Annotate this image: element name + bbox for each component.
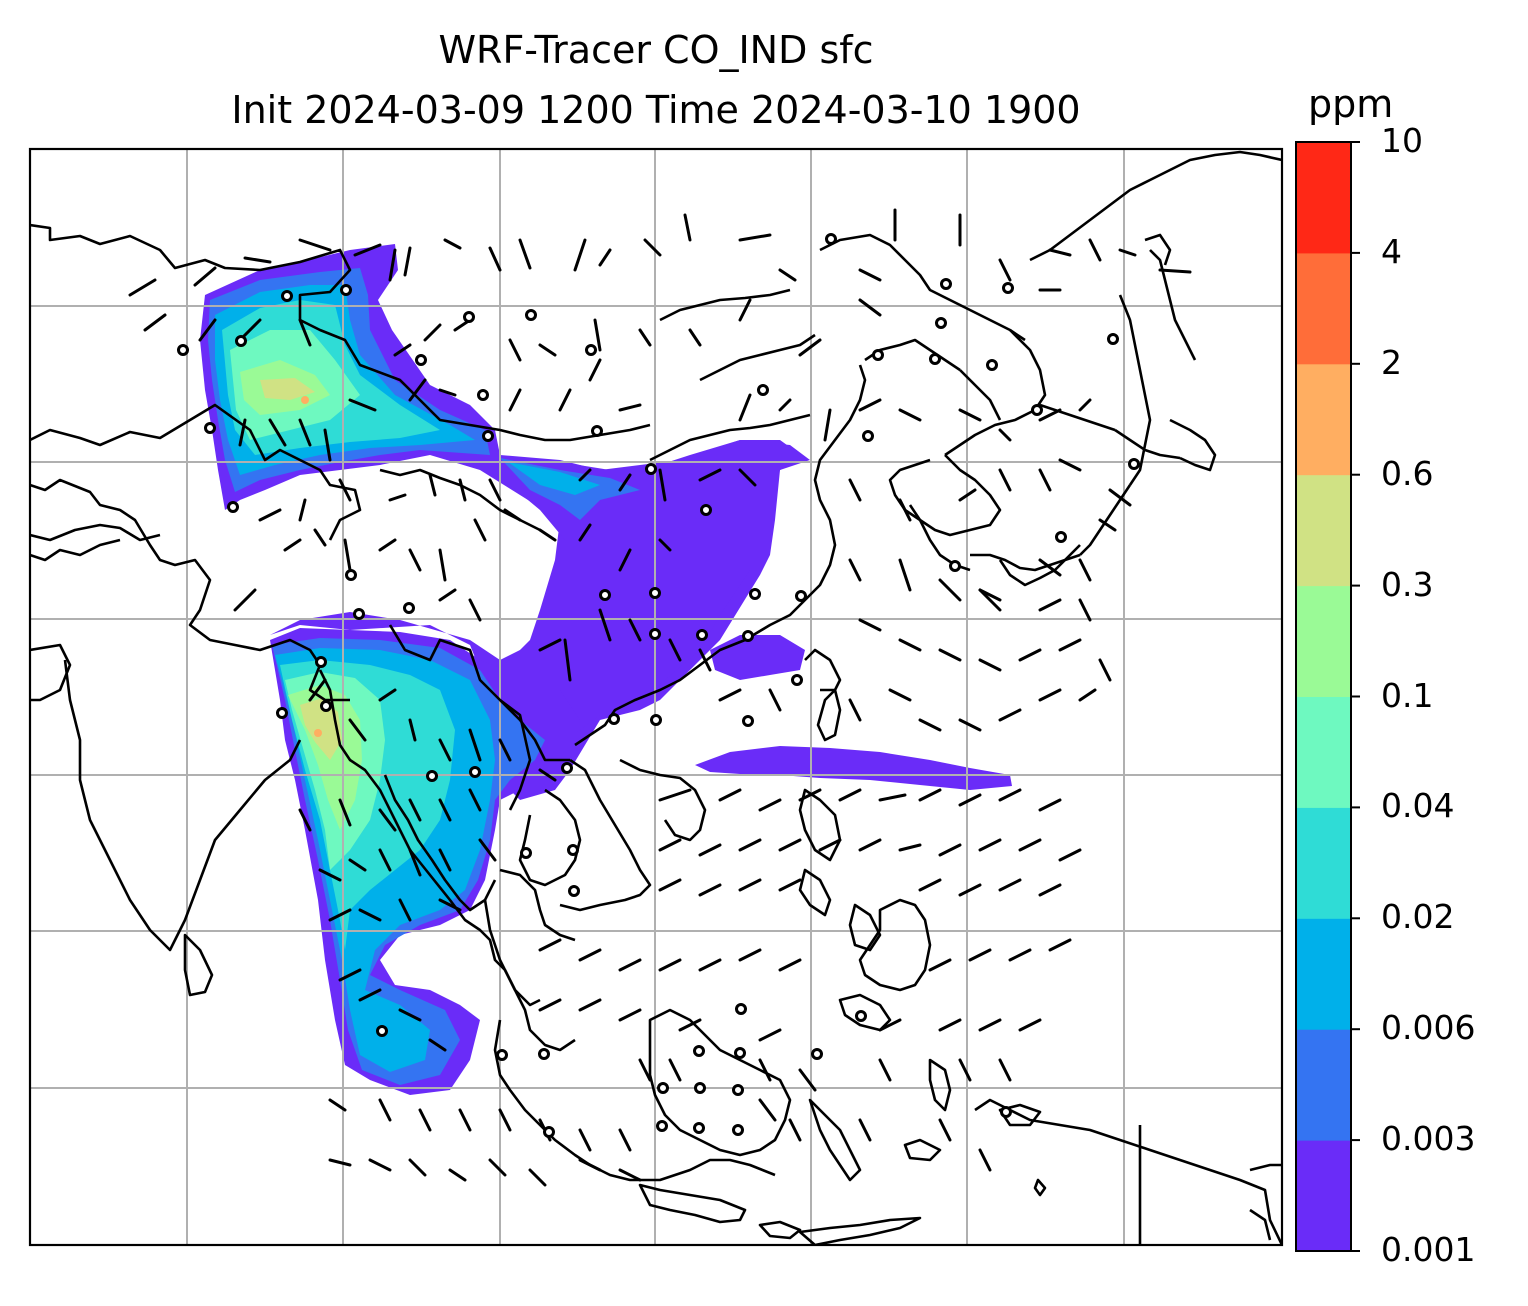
colorbar xyxy=(1295,141,1360,1252)
colorbar-tick-label: 2 xyxy=(1381,342,1402,382)
colorbar-tick-label: 0.6 xyxy=(1381,453,1434,493)
map-frame xyxy=(28,147,1284,1247)
colorbar-segment xyxy=(1296,474,1351,587)
tracer-zone-0006 xyxy=(508,462,600,495)
colorbar-unit: ppm xyxy=(1308,82,1394,126)
tracer-hotspot xyxy=(314,729,322,737)
tracer-hotspot xyxy=(301,396,309,404)
map-panel xyxy=(30,149,1282,1245)
tracer-zone-03 xyxy=(260,378,315,400)
colorbar-tick-label: 0.3 xyxy=(1381,564,1434,604)
colorbar-segment xyxy=(1296,585,1351,697)
tracer-zone-03 xyxy=(300,698,342,760)
colorbar-tick-label: 0.003 xyxy=(1381,1119,1476,1159)
colorbar-tick-label: 0.001 xyxy=(1381,1230,1476,1269)
colorbar-tick-label: 0.02 xyxy=(1381,897,1455,937)
calm-wind-markers xyxy=(177,233,1140,1138)
wind-barbs xyxy=(128,208,1192,1187)
colorbar-tick-label: 0.006 xyxy=(1381,1008,1476,1048)
colorbar-segment xyxy=(1296,252,1351,365)
colorbar-segment xyxy=(1296,1029,1351,1141)
colorbar-segment xyxy=(1296,918,1351,1030)
colorbar-tick-label: 0.1 xyxy=(1381,675,1434,715)
colorbar-tick-label: 10 xyxy=(1381,121,1423,160)
colorbar-tick-label: 0.04 xyxy=(1381,786,1455,826)
colorbar-segment xyxy=(1296,1140,1351,1252)
map-subtitle: Init 2024-03-09 1200 Time 2024-03-10 190… xyxy=(231,88,1081,132)
tracer-zone-0001 xyxy=(710,635,805,680)
colorbar-segment xyxy=(1296,363,1351,476)
colorbar-segment xyxy=(1296,142,1351,254)
colorbar-tick-label: 4 xyxy=(1381,231,1402,271)
colorbar-segment xyxy=(1296,807,1351,919)
colorbar-segment xyxy=(1296,696,1351,808)
map-title: WRF-Tracer CO_IND sfc xyxy=(438,28,874,72)
tracer-zone-0001 xyxy=(695,746,1012,790)
